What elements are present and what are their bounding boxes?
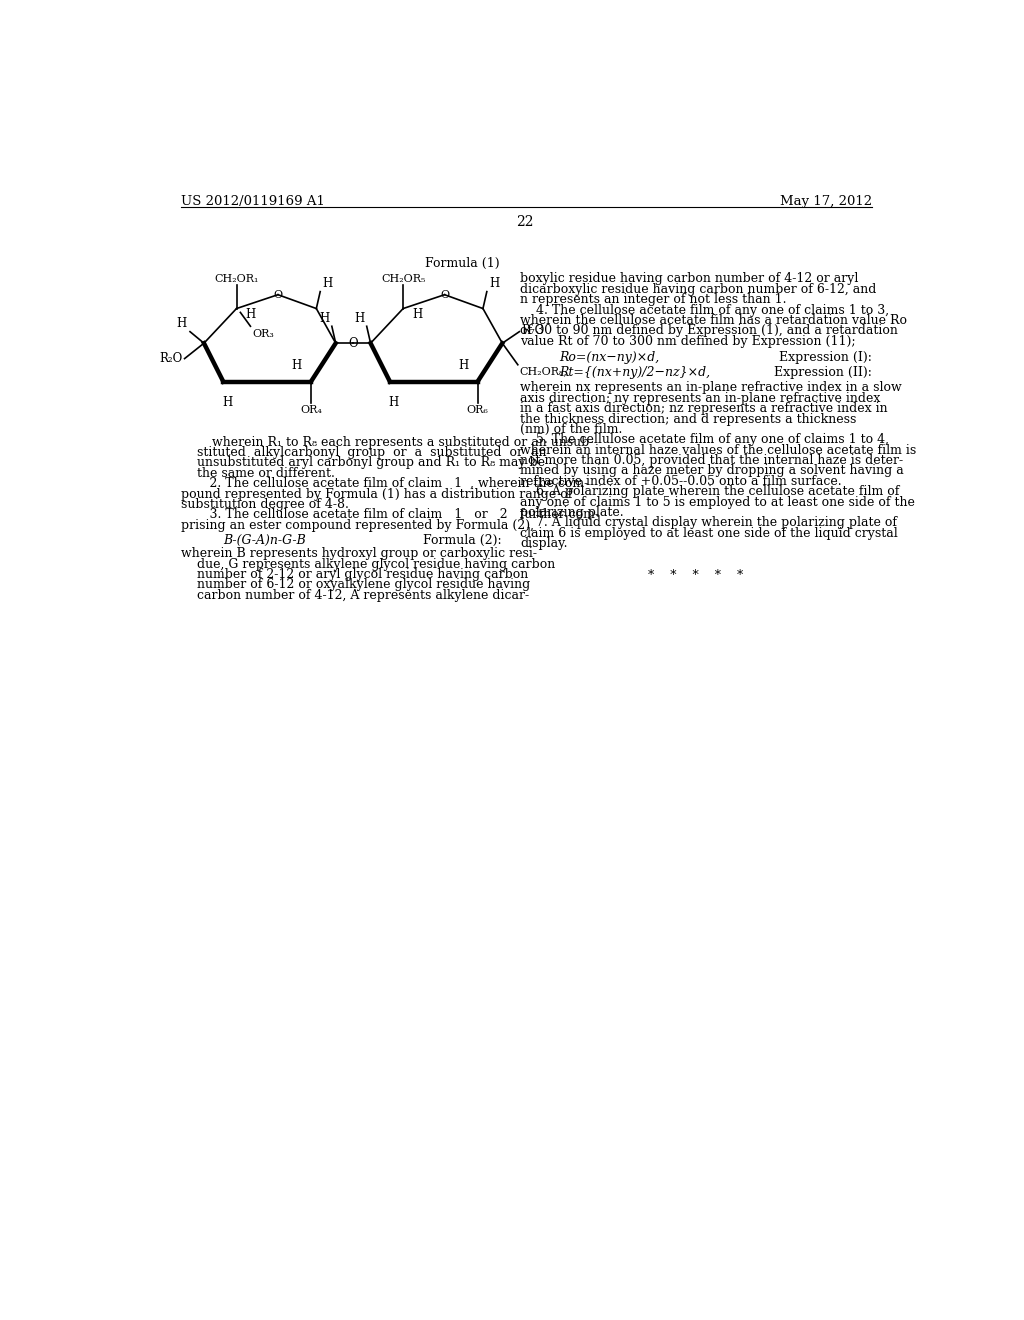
Text: pound represented by Formula (1) has a distribution range of: pound represented by Formula (1) has a d… [180,487,572,500]
Text: unsubstituted aryl carbonyl group and R₁ to R₈ may be: unsubstituted aryl carbonyl group and R₁… [180,457,545,470]
Text: OR₆: OR₆ [467,405,488,414]
Text: CH₂OR₈,: CH₂OR₈, [519,367,567,376]
Text: number of 2-12 or aryl glycol residue having carbon: number of 2-12 or aryl glycol residue ha… [180,568,528,581]
Text: substitution degree of 4-8.: substitution degree of 4-8. [180,498,348,511]
Text: OR₃: OR₃ [252,329,273,338]
Text: O: O [440,289,450,300]
Text: R₂O: R₂O [159,352,182,366]
Text: n represents an integer of not less than 1.: n represents an integer of not less than… [520,293,786,306]
Text: mined by using a haze meter by dropping a solvent having a: mined by using a haze meter by dropping … [520,465,904,478]
Text: (nm) of the film.: (nm) of the film. [520,422,623,436]
Text: wherein the cellulose acetate film has a retardation value Ro: wherein the cellulose acetate film has a… [520,314,907,327]
Text: 2. The cellulose acetate film of claim  1 , wherein the com-: 2. The cellulose acetate film of claim 1… [180,478,588,490]
Text: dicarboxylic residue having carbon number of 6-12, and: dicarboxylic residue having carbon numbe… [520,282,877,296]
Text: 5. The cellulose acetate film of any one of claims 1 to 4,: 5. The cellulose acetate film of any one… [520,433,889,446]
Text: H: H [319,312,330,325]
Text: boxylic residue having carbon number of 4-12 or aryl: boxylic residue having carbon number of … [520,272,858,285]
Text: polarizing plate.: polarizing plate. [520,506,624,519]
Text: B-(G-A)n-G-B: B-(G-A)n-G-B [223,533,306,546]
Text: H: H [246,308,256,321]
Text: not more than 0.05, provided that the internal haze is deter-: not more than 0.05, provided that the in… [520,454,903,467]
Text: May 17, 2012: May 17, 2012 [780,195,872,209]
Text: 22: 22 [516,215,534,230]
Text: US 2012/0119169 A1: US 2012/0119169 A1 [180,195,325,209]
Text: 7. A liquid crystal display wherein the polarizing plate of: 7. A liquid crystal display wherein the … [520,516,897,529]
Text: Expression (I):: Expression (I): [779,351,872,364]
Text: OR₄: OR₄ [300,405,322,414]
Text: Ro=(nx−ny)×d,: Ro=(nx−ny)×d, [559,351,659,364]
Text: number of 6-12 or oxyalkylene glycol residue having: number of 6-12 or oxyalkylene glycol res… [180,578,530,591]
Text: wherein B represents hydroxyl group or carboxylic resi-: wherein B represents hydroxyl group or c… [180,548,537,560]
Text: wherein R₁ to R₈ each represents a substituted or an unsub-: wherein R₁ to R₈ each represents a subst… [212,436,593,449]
Text: Rt={(nx+ny)/2−nz}×d,: Rt={(nx+ny)/2−nz}×d, [559,367,710,379]
Text: H: H [459,359,469,372]
Text: the thickness direction; and d represents a thickness: the thickness direction; and d represent… [520,412,856,425]
Text: Formula (2):: Formula (2): [423,533,502,546]
Text: any one of claims 1 to 5 is employed to at least one side of the: any one of claims 1 to 5 is employed to … [520,496,915,508]
Text: Expression (II):: Expression (II): [774,367,872,379]
Text: of 30 to 90 nm defined by Expression (1), and a retardation: of 30 to 90 nm defined by Expression (1)… [520,325,898,338]
Text: Formula (1): Formula (1) [425,257,500,271]
Text: the same or different.: the same or different. [180,467,335,479]
Text: 3. The cellulose acetate film of claim  1  or  2  further com-: 3. The cellulose acetate film of claim 1… [180,508,599,521]
Text: wherein an internal haze values of the cellulose acetate film is: wherein an internal haze values of the c… [520,444,916,457]
Text: H: H [292,359,302,372]
Text: value Rt of 70 to 300 nm defined by Expression (11);: value Rt of 70 to 300 nm defined by Expr… [520,335,856,347]
Text: prising an ester compound represented by Formula (2),: prising an ester compound represented by… [180,519,534,532]
Text: H: H [413,308,423,321]
Text: O: O [273,289,283,300]
Text: H: H [177,317,187,330]
Text: stituted  alkylcarbonyl  group  or  a  substituted  or  an: stituted alkylcarbonyl group or a substi… [180,446,546,459]
Text: refractive index of +0.05--0.05 onto a film surface.: refractive index of +0.05--0.05 onto a f… [520,475,842,488]
Text: O: O [348,337,358,350]
Text: claim 6 is employed to at least one side of the liquid crystal: claim 6 is employed to at least one side… [520,527,898,540]
Text: *    *    *    *    *: * * * * * [648,569,743,582]
Text: axis direction; ny represents an in-plane refractive index: axis direction; ny represents an in-plan… [520,392,881,405]
Text: H: H [222,396,232,409]
Text: wherein nx represents an in-plane refractive index in a slow: wherein nx represents an in-plane refrac… [520,381,902,395]
Text: H: H [323,277,333,290]
Text: H: H [354,312,365,325]
Text: due, G represents alkylene glycol residue having carbon: due, G represents alkylene glycol residu… [180,557,555,570]
Text: CH₂OR₅: CH₂OR₅ [381,275,425,284]
Text: CH₂OR₁: CH₂OR₁ [214,275,259,284]
Text: display.: display. [520,537,567,550]
Text: H: H [389,396,399,409]
Text: carbon number of 4-12, A represents alkylene dicar-: carbon number of 4-12, A represents alky… [180,589,528,602]
Text: in a fast axis direction; nz represents a refractive index in: in a fast axis direction; nz represents … [520,403,888,414]
Text: H: H [489,277,500,290]
Text: R₇O: R₇O [521,325,545,338]
Text: 6. A polarizing plate wherein the cellulose acetate film of: 6. A polarizing plate wherein the cellul… [520,486,899,498]
Text: 4. The cellulose acetate film of any one of claims 1 to 3,: 4. The cellulose acetate film of any one… [520,304,889,317]
